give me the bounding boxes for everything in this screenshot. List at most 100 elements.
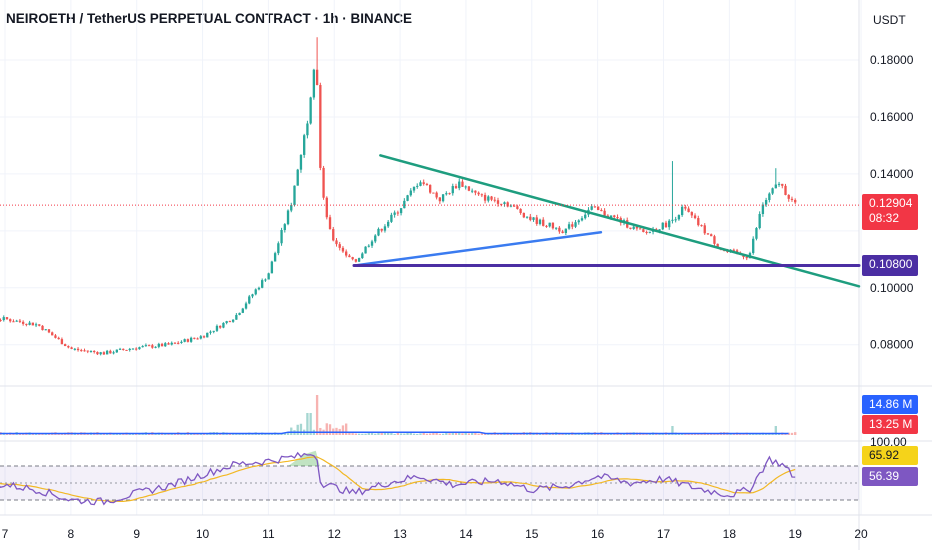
volume-bar: [173, 433, 177, 435]
time-axis[interactable]: 7 8 9 10 11 12 13 14 15 16 17 18 19 20: [2, 527, 868, 541]
volume-bar: [784, 433, 787, 435]
candle-body: [280, 230, 283, 244]
volume-bar: [748, 433, 752, 435]
candle-body: [661, 222, 664, 230]
volume-bar: [189, 433, 193, 435]
volume-bar: [147, 433, 151, 435]
candle-body: [710, 234, 713, 237]
candle-body: [438, 197, 442, 202]
volume-bar: [283, 432, 286, 435]
candle-body: [458, 181, 461, 189]
candle-body: [138, 347, 141, 350]
candle-body: [2, 317, 5, 321]
candle-body: [241, 308, 244, 313]
candle-body: [41, 325, 44, 331]
candle-body: [445, 193, 448, 195]
candle-body: [357, 258, 361, 262]
candle-body: [102, 352, 106, 355]
volume-bar: [755, 433, 758, 435]
candle-body: [509, 205, 513, 207]
volume-bar: [299, 423, 303, 435]
candle-body: [193, 337, 196, 339]
candle-body: [44, 329, 47, 331]
volume-bar: [451, 432, 454, 435]
candle-body: [60, 339, 64, 345]
candle-body: [183, 339, 186, 342]
volume-bar: [257, 433, 261, 435]
candle-body: [516, 206, 519, 209]
candle-body: [222, 322, 225, 328]
candle-body: [470, 190, 474, 192]
volume-bar: [47, 433, 51, 435]
candle-body: [432, 192, 435, 194]
volume-bar: [787, 432, 790, 435]
currency-label[interactable]: USDT: [873, 13, 906, 27]
candle-body: [351, 257, 354, 260]
volume-bar: [131, 433, 135, 435]
time-tick-label: 20: [854, 527, 868, 541]
volume-bar: [477, 433, 480, 435]
candle-body: [167, 343, 170, 345]
candle-body: [361, 253, 364, 259]
volume-bar: [138, 433, 141, 435]
volume-bar: [764, 433, 768, 435]
candle-body: [199, 336, 202, 339]
candle-body: [658, 229, 661, 231]
candle-body: [112, 352, 115, 354]
candle-body: [206, 332, 209, 338]
candle-body: [12, 321, 15, 323]
volume-bar: [425, 433, 429, 435]
candle-body: [254, 289, 257, 295]
candle-body: [115, 349, 118, 353]
candle-body: [577, 220, 580, 223]
rsi-top-label: 100.00: [870, 435, 907, 449]
candle-body: [477, 192, 480, 195]
volume-bar: [102, 433, 106, 435]
candle-body: [257, 287, 261, 290]
time-tick-label: 17: [657, 527, 671, 541]
volume-bar: [377, 433, 380, 435]
candle-body: [63, 344, 67, 347]
candle-body: [771, 188, 774, 194]
volume-bar: [370, 432, 374, 435]
chart-title: NEIROETH / TetherUS PERPETUAL CONTRACT ·…: [6, 11, 413, 26]
candle-body: [215, 325, 219, 331]
volume-bar: [458, 432, 461, 435]
trendlines[interactable]: [0, 154, 861, 288]
volume-pane: [0, 395, 797, 435]
candle-body: [435, 192, 438, 198]
candle-body: [328, 217, 332, 230]
candle-body: [231, 319, 235, 322]
candle-body: [21, 321, 25, 324]
candle-body: [538, 219, 542, 224]
candle-body: [551, 222, 555, 229]
candle-body: [635, 226, 639, 229]
volume-bar: [470, 432, 474, 435]
candle-body: [755, 228, 758, 239]
time-tick-label: 18: [723, 527, 737, 541]
candle-body: [89, 350, 93, 352]
rsi-ma-tag: 65.92: [862, 446, 918, 465]
candle-body: [567, 224, 571, 229]
candle-body: [700, 225, 703, 227]
volume-bar: [180, 433, 183, 435]
candle-body: [93, 350, 96, 352]
candle-body: [70, 347, 73, 349]
candle-body: [170, 342, 173, 345]
candle-body: [390, 214, 393, 222]
candle-body: [244, 303, 248, 309]
candle-body: [561, 231, 564, 233]
candle-body: [745, 257, 748, 259]
price-axis[interactable]: 0.18000 0.16000 0.14000 0.10000 0.08000: [870, 53, 914, 352]
candle-body: [131, 348, 135, 350]
candle-body: [219, 325, 222, 328]
candle-body: [345, 251, 348, 256]
rsi-tag-bg: [862, 467, 918, 486]
volume-bar: [219, 433, 222, 435]
candle-body: [338, 244, 341, 248]
candle-body: [396, 212, 400, 214]
time-tick-label: 19: [789, 527, 803, 541]
candle-body: [319, 85, 322, 168]
